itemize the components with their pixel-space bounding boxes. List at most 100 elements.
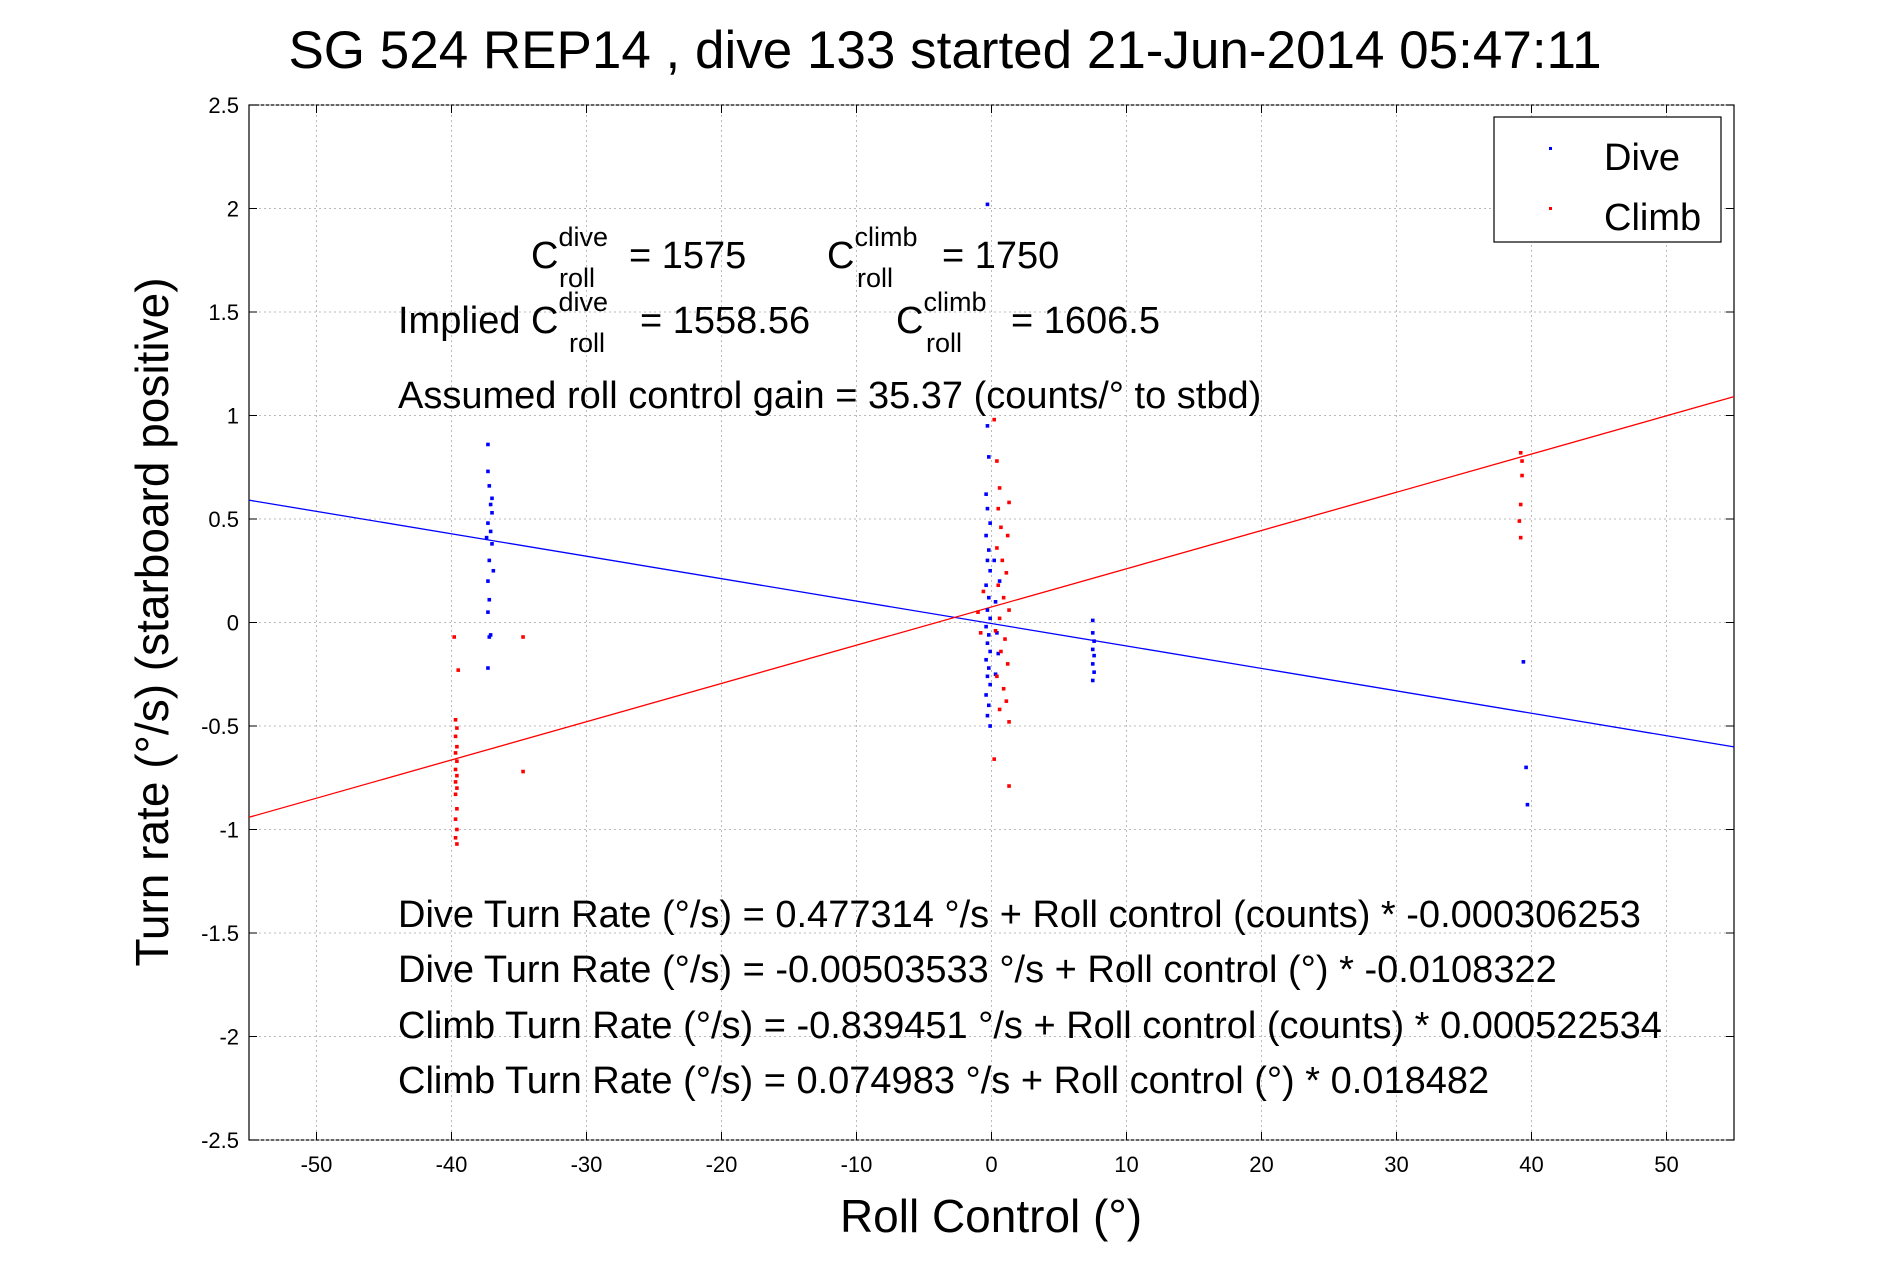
climb-point [1517,519,1522,523]
regression-equations: Dive Turn Rate (°/s) = 0.477314 °/s + Ro… [398,894,1662,1102]
x-tick-label: 0 [985,1152,997,1177]
dive-fit-line [248,499,1735,748]
dive-point [987,633,991,637]
climb-point [455,842,459,846]
dive-point [987,703,991,708]
climb-point [999,649,1003,654]
climb-point [1007,784,1011,788]
climb-point [1001,595,1006,600]
dive-point [1090,662,1095,666]
dive-point [486,469,490,474]
legend-climb-label: Climb [1604,197,1701,239]
implied-c-roll-dive: Implied Cdive [398,287,608,342]
x-tick-label: 10 [1114,1152,1138,1177]
c-roll-dive-sub: roll [559,263,595,293]
dive-point [993,600,998,604]
dive-point [488,633,493,637]
chart-title: SG 524 REP14 , dive 133 started 21-Jun-2… [288,21,1601,80]
x-axis-label: Roll Control (°) [840,1190,1142,1242]
dive-point [987,666,991,670]
climb-point [997,707,1002,712]
climb-point [1518,535,1523,540]
dive-point [1090,618,1095,623]
climb-point [995,459,999,463]
dive-point [487,597,492,602]
dive-point [987,455,991,459]
x-tick-label: 20 [1249,1152,1273,1177]
gain-text: Assumed roll control gain = 35.37 (count… [398,375,1261,417]
dive-point [487,484,492,488]
dive-point [997,579,1002,583]
dive-point [985,424,990,428]
x-axis: -50 -40 -30 -20 -10 0 10 20 30 40 50 [301,105,1679,1177]
dive-point [985,202,990,207]
dive-point [987,595,991,600]
climb-point [1003,637,1007,641]
dive-point [486,666,490,670]
climb-point [1005,662,1010,666]
dive-point [984,624,988,629]
dive-point [1092,653,1096,658]
climb-point [453,780,458,784]
sup-dive: dive [559,287,609,317]
y-tick-label: 0.5 [208,507,239,532]
y-tick-label: -2 [219,1025,239,1050]
dive-point [1521,660,1526,664]
climb-point [992,417,996,422]
coefficient-annotations: Cdive roll = 1575 Cclimb roll = 1750 Imp… [398,222,1261,417]
climb-point [453,835,458,840]
climb-point [453,792,458,797]
climb-point [993,628,998,633]
y-tick-label: 2 [227,197,239,222]
c-symbol: C [896,300,923,342]
dive-point [487,635,492,639]
climb-point [992,757,996,761]
climb-point [1520,459,1524,463]
c-symbol: C [827,235,854,277]
dive-eq-counts: Dive Turn Rate (°/s) = 0.477314 °/s + Ro… [398,894,1641,936]
climb-point [1007,720,1011,724]
climb-point [995,546,999,550]
dive-point [988,649,992,654]
y-tick-label: 1 [227,404,239,429]
dive-point [1090,647,1095,652]
c-roll-climb-value: = 1750 [942,235,1059,277]
climb-point [1520,473,1524,478]
climb-point [455,807,459,811]
dive-series [484,202,1530,807]
y-tick-label: -2.5 [201,1128,239,1153]
dive-point [984,657,988,662]
legend-dive-marker [1549,147,1552,150]
climb-point [978,631,983,635]
y-tick-label: -1.5 [201,921,239,946]
implied-c-roll-climb: Cclimb [896,287,986,342]
c-roll-dive: Cdive [531,222,608,277]
sup-climb: climb [923,287,986,317]
climb-point [453,817,458,821]
dive-point [988,724,992,728]
climb-point [455,726,459,730]
x-tick-label: -50 [301,1152,333,1177]
y-axis: -2.5 -2 -1.5 -1 -0.5 0 0.5 1 1.5 2 2.5 [201,93,1734,1153]
dive-point [488,502,493,507]
x-tick-label: 50 [1654,1152,1678,1177]
dive-point [987,548,991,552]
climb-point [521,769,525,774]
dive-point [985,713,990,718]
climb-point [455,759,459,763]
dive-point [1090,678,1095,683]
climb-point [521,635,525,639]
climb-point [455,786,459,790]
dive-point [993,672,998,677]
climb-point [1007,500,1011,505]
dive-point [988,568,992,573]
sup-dive: dive [558,222,608,252]
dive-point [1092,639,1096,643]
climb-point [455,773,459,778]
dive-point [486,442,490,447]
climb-point [453,717,458,722]
fit-lines [248,396,1735,818]
climb-point [1004,571,1009,575]
dive-point [490,510,494,515]
dive-point [985,641,990,645]
